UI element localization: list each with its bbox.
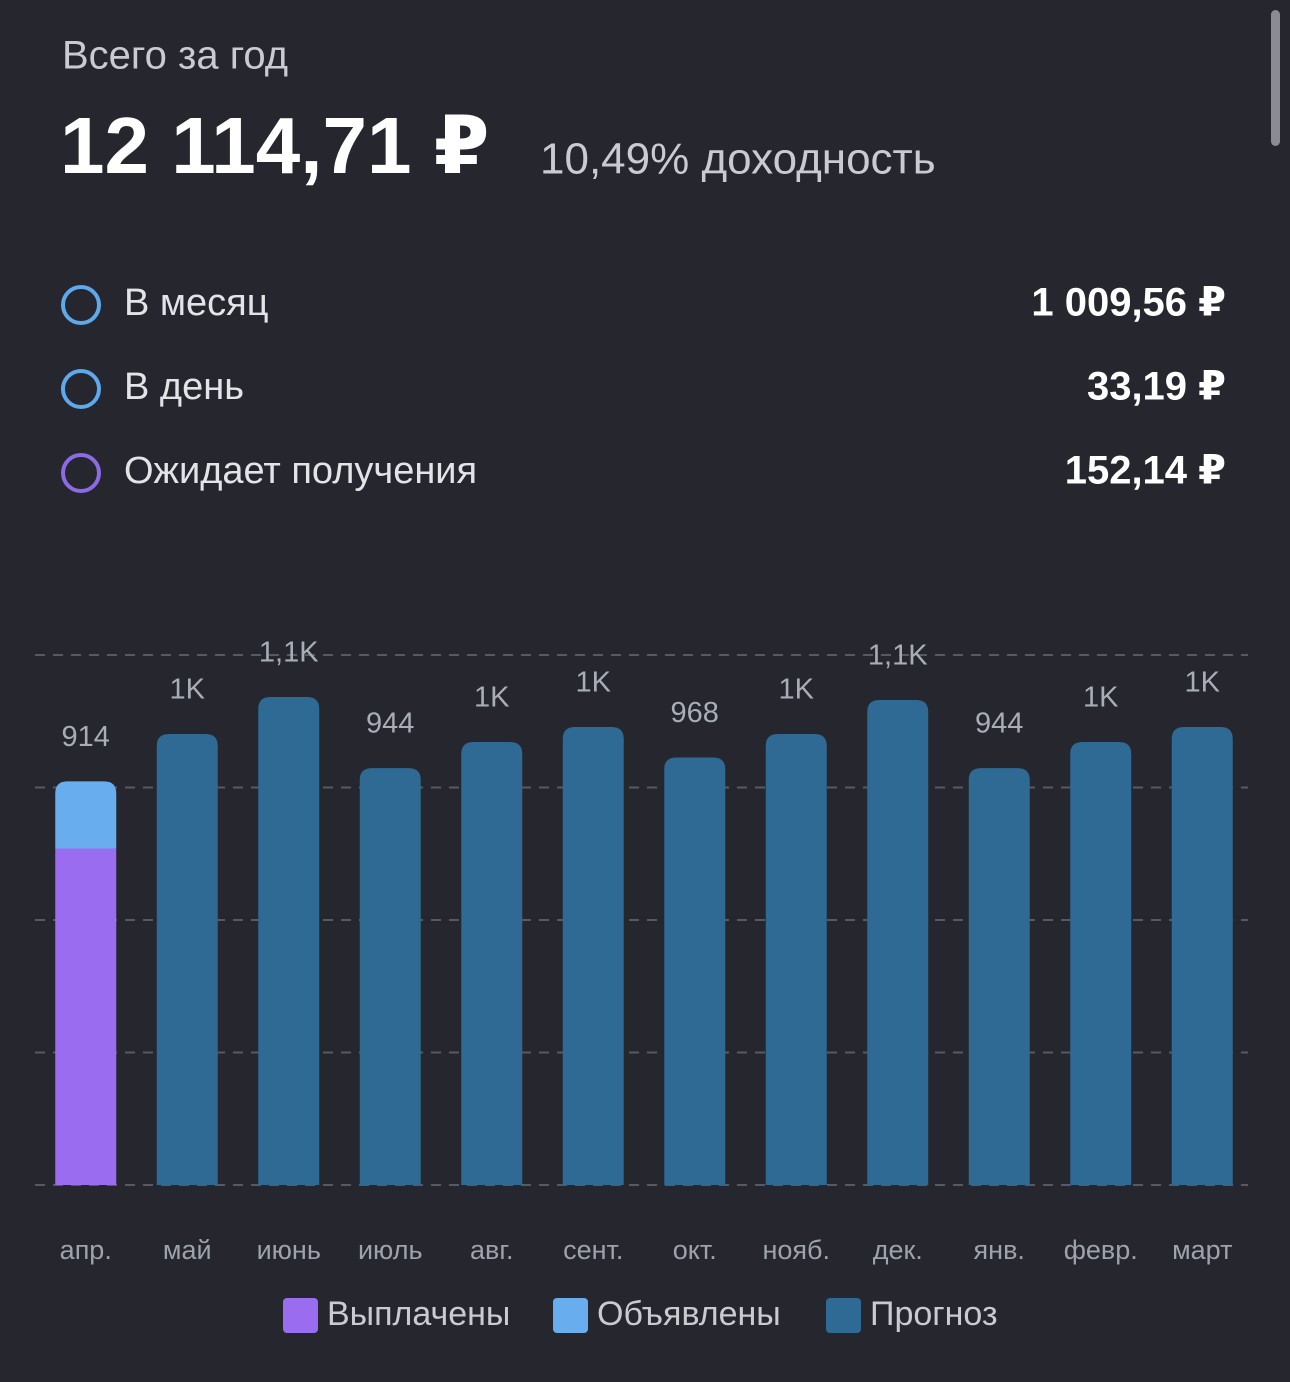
legend-swatch (826, 1298, 861, 1333)
x-tick-label: июнь (257, 1235, 321, 1265)
summary-label: В месяц (124, 282, 269, 324)
value-label: 944 (975, 708, 1023, 740)
summary-label: Ожидает получения (124, 450, 477, 492)
bar-segment (461, 742, 523, 1185)
summary-value: 33,19 ₽ (1087, 365, 1226, 409)
value-label: 1K (779, 674, 815, 706)
x-tick-label: нояб. (762, 1235, 830, 1265)
legend-label: Прогноз (870, 1295, 998, 1333)
x-tick-label: июль (358, 1235, 423, 1265)
x-tick-label: май (163, 1235, 212, 1265)
value-label: 914 (62, 721, 110, 753)
scrollbar (1271, 10, 1280, 146)
legend-swatch (553, 1298, 588, 1333)
x-tick-label: март (1172, 1235, 1232, 1265)
value-label: 1K (576, 667, 612, 699)
value-label: 1,1K (868, 640, 928, 672)
total: 12 114,71 ₽ (60, 101, 489, 190)
value-label: 968 (671, 697, 719, 729)
title: Всего за год (62, 34, 288, 78)
yield: 10,49% доходность (540, 135, 936, 184)
x-tick-label: окт. (673, 1235, 717, 1265)
value-label: 1K (474, 682, 510, 714)
value-label: 944 (366, 708, 414, 740)
x-tick-label: авг. (470, 1235, 513, 1265)
summary-value: 152,14 ₽ (1065, 449, 1226, 493)
bar-segment (55, 781, 117, 849)
legend-swatch (283, 1298, 318, 1333)
value-label: 1K (1185, 667, 1221, 699)
status-dot (61, 285, 101, 325)
summary-label: В день (124, 366, 244, 408)
summary-value: 1 009,56 ₽ (1031, 281, 1226, 325)
bar-segment (55, 848, 117, 1185)
x-tick-label: сент. (563, 1235, 623, 1265)
bar-segment (258, 696, 320, 1185)
bar-segment (1070, 742, 1132, 1185)
bar-segment (867, 700, 929, 1185)
legend-label: Выплачены (327, 1295, 510, 1333)
bar-segment (359, 768, 421, 1185)
x-tick-label: янв. (974, 1235, 1025, 1265)
bar-segment (156, 734, 218, 1185)
bar-segment (562, 726, 624, 1185)
x-tick-label: апр. (60, 1235, 112, 1265)
value-label: 1,1K (259, 637, 319, 669)
bar-segment (1171, 726, 1233, 1185)
value-label: 1K (1083, 682, 1119, 714)
value-label: 1K (170, 674, 206, 706)
status-dot (61, 369, 101, 409)
bar-segment (968, 768, 1030, 1185)
bar-segment (664, 757, 726, 1185)
status-dot (61, 453, 101, 493)
legend-label: Объявлены (597, 1295, 781, 1333)
x-tick-label: дек. (873, 1235, 923, 1265)
x-tick-label: февр. (1064, 1235, 1138, 1265)
bar-segment (765, 734, 827, 1185)
